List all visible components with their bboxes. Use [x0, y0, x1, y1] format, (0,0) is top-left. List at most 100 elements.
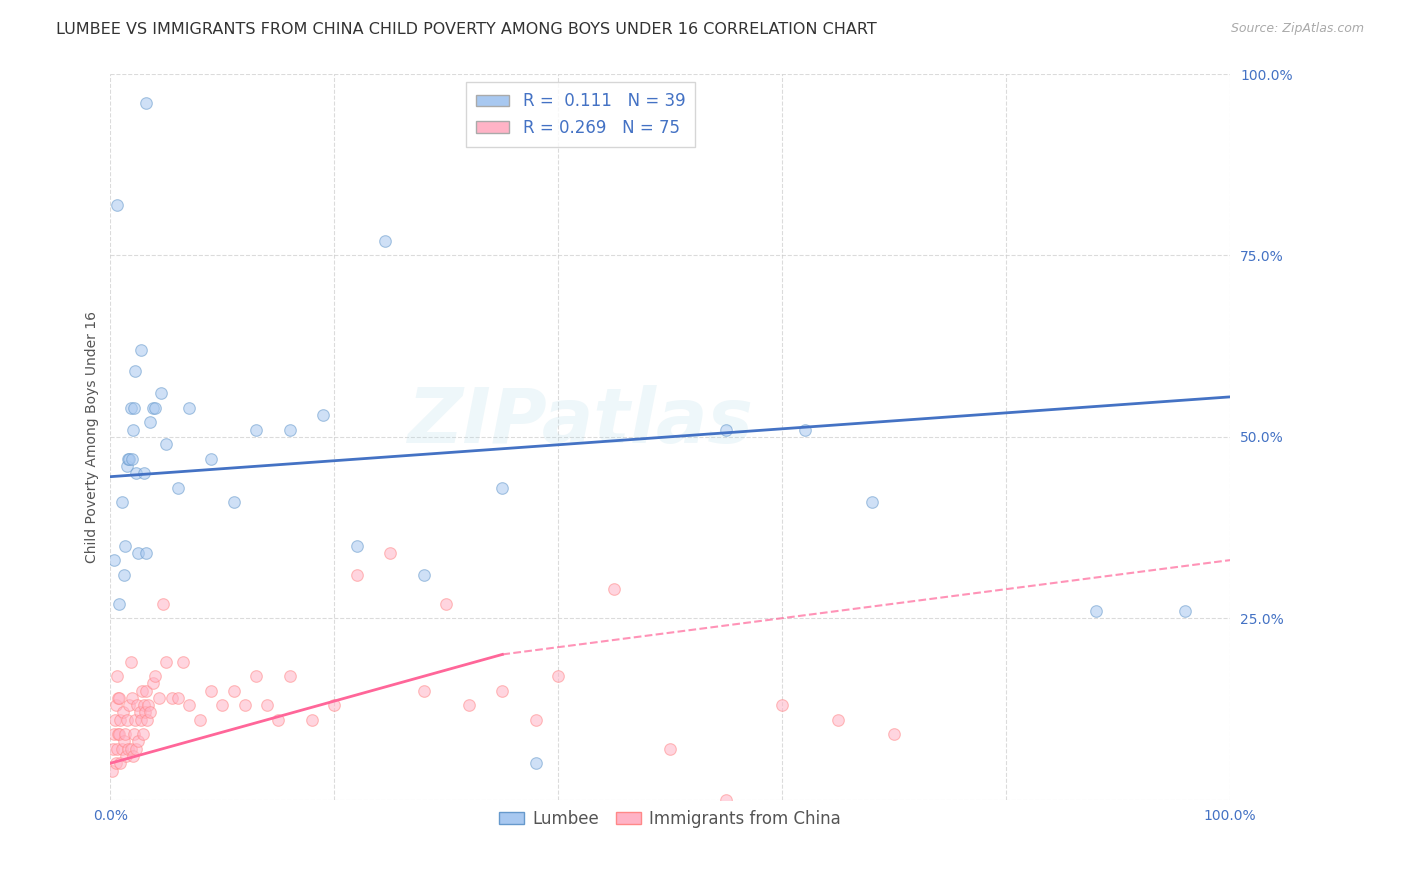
- Point: [135, 96, 157, 111]
- Point: [121, 451, 143, 466]
- Point: [110, 713, 132, 727]
- Point: [301, 713, 323, 727]
- Text: ZIPatlas: ZIPatlas: [408, 385, 754, 459]
- Point: [118, 698, 141, 713]
- Point: [121, 749, 143, 764]
- Point: [110, 756, 132, 771]
- Point: [104, 713, 127, 727]
- Point: [110, 495, 132, 509]
- Point: [883, 727, 905, 741]
- Point: [136, 713, 159, 727]
- Point: [603, 582, 626, 596]
- Point: [108, 727, 131, 741]
- Point: [148, 690, 170, 705]
- Point: [547, 669, 569, 683]
- Point: [112, 567, 135, 582]
- Point: [135, 546, 157, 560]
- Point: [491, 683, 513, 698]
- Point: [114, 539, 136, 553]
- Point: [117, 741, 139, 756]
- Point: [200, 451, 222, 466]
- Point: [107, 690, 129, 705]
- Point: [457, 698, 479, 713]
- Point: [132, 727, 155, 741]
- Point: [200, 683, 222, 698]
- Point: [278, 669, 301, 683]
- Point: [131, 683, 153, 698]
- Point: [138, 706, 160, 720]
- Point: [100, 764, 122, 778]
- Point: [434, 597, 457, 611]
- Point: [149, 386, 172, 401]
- Point: [112, 734, 135, 748]
- Point: [143, 401, 166, 415]
- Point: [491, 481, 513, 495]
- Point: [222, 495, 245, 509]
- Point: [117, 451, 139, 466]
- Point: [827, 713, 849, 727]
- Point: [120, 741, 142, 756]
- Point: [160, 690, 183, 705]
- Point: [125, 741, 148, 756]
- Point: [211, 698, 233, 713]
- Point: [413, 567, 436, 582]
- Point: [245, 423, 267, 437]
- Point: [1174, 604, 1197, 618]
- Point: [166, 481, 188, 495]
- Point: [413, 683, 436, 698]
- Point: [374, 234, 396, 248]
- Point: [152, 597, 174, 611]
- Y-axis label: Child Poverty Among Boys Under 16: Child Poverty Among Boys Under 16: [86, 310, 100, 563]
- Point: [245, 669, 267, 683]
- Point: [1084, 604, 1107, 618]
- Point: [138, 698, 160, 713]
- Point: [127, 734, 149, 748]
- Point: [716, 792, 738, 806]
- Point: [142, 676, 165, 690]
- Point: [118, 451, 141, 466]
- Point: [105, 669, 128, 683]
- Point: [115, 713, 138, 727]
- Point: [105, 197, 128, 211]
- Point: [155, 437, 177, 451]
- Point: [256, 698, 278, 713]
- Point: [793, 423, 815, 437]
- Point: [124, 364, 146, 378]
- Point: [122, 727, 145, 741]
- Point: [716, 423, 738, 437]
- Point: [110, 741, 132, 756]
- Point: [115, 458, 138, 473]
- Point: [129, 713, 152, 727]
- Point: [122, 401, 145, 415]
- Point: [121, 423, 143, 437]
- Point: [111, 706, 134, 720]
- Point: [233, 698, 256, 713]
- Point: [380, 546, 402, 560]
- Text: Source: ZipAtlas.com: Source: ZipAtlas.com: [1230, 22, 1364, 36]
- Point: [143, 669, 166, 683]
- Point: [177, 401, 200, 415]
- Point: [312, 408, 335, 422]
- Point: [103, 727, 125, 741]
- Point: [177, 698, 200, 713]
- Point: [346, 567, 368, 582]
- Point: [132, 466, 155, 480]
- Point: [222, 683, 245, 698]
- Point: [346, 539, 368, 553]
- Point: [135, 683, 157, 698]
- Point: [124, 713, 146, 727]
- Point: [267, 713, 290, 727]
- Point: [323, 698, 346, 713]
- Point: [188, 713, 211, 727]
- Point: [125, 466, 148, 480]
- Point: [155, 655, 177, 669]
- Point: [105, 741, 128, 756]
- Point: [107, 727, 129, 741]
- Text: LUMBEE VS IMMIGRANTS FROM CHINA CHILD POVERTY AMONG BOYS UNDER 16 CORRELATION CH: LUMBEE VS IMMIGRANTS FROM CHINA CHILD PO…: [56, 22, 877, 37]
- Point: [120, 655, 142, 669]
- Point: [101, 741, 124, 756]
- Point: [108, 690, 131, 705]
- Point: [142, 401, 165, 415]
- Point: [659, 741, 682, 756]
- Point: [105, 756, 128, 771]
